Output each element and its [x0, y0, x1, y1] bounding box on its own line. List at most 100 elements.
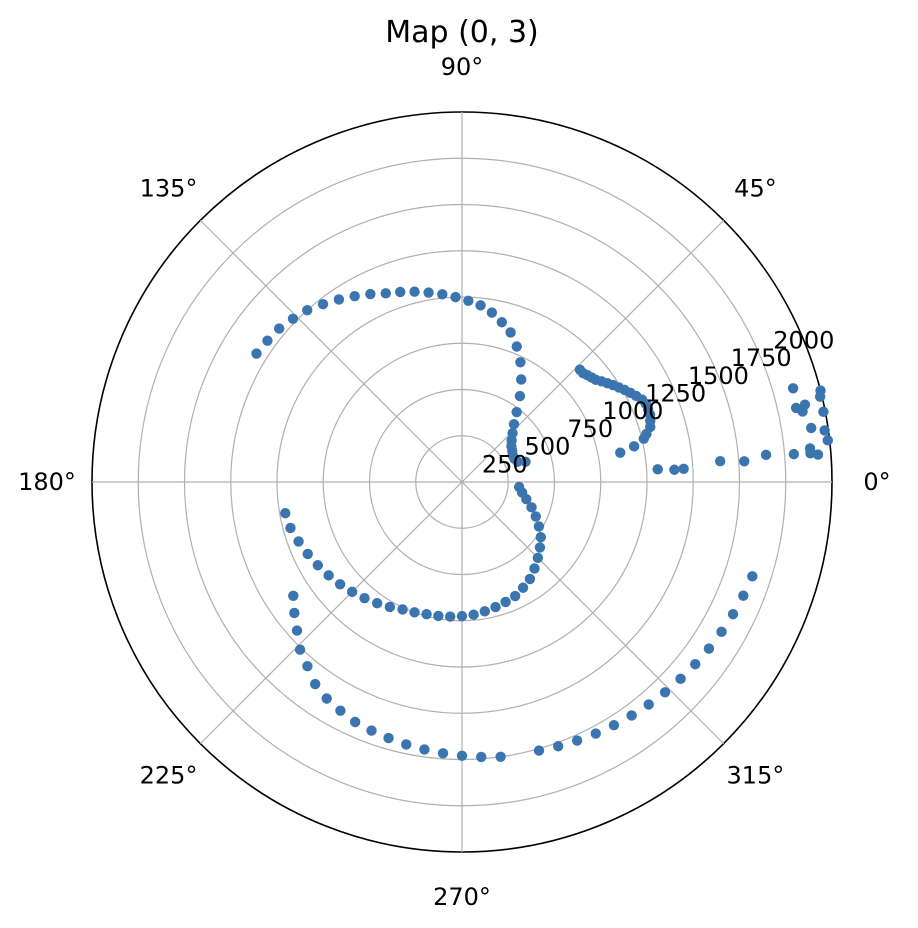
- theta-tick-label: 0°: [863, 468, 890, 496]
- data-point: [495, 751, 506, 762]
- data-point: [371, 598, 383, 609]
- data-point: [626, 710, 637, 721]
- angular-gridline: [461, 481, 725, 745]
- data-point: [475, 300, 486, 311]
- data-point: [675, 673, 686, 685]
- data-point: [490, 601, 501, 613]
- data-point: [302, 548, 313, 560]
- data-point: [380, 288, 391, 299]
- data-point: [552, 741, 564, 752]
- data-point: [294, 644, 306, 655]
- data-point: [532, 552, 544, 564]
- data-point: [262, 335, 273, 346]
- data-point: [520, 456, 531, 468]
- r-tick-label: 250: [482, 450, 528, 478]
- data-point: [289, 607, 300, 619]
- data-point: [526, 502, 537, 513]
- data-point: [291, 625, 303, 636]
- data-point: [659, 687, 671, 698]
- theta-tick-label: 90°: [441, 53, 484, 81]
- data-point: [615, 447, 626, 458]
- data-point: [323, 570, 334, 581]
- data-point: [437, 289, 448, 300]
- data-point: [423, 287, 434, 298]
- data-point: [317, 298, 329, 310]
- data-point: [534, 542, 546, 553]
- axis-labels: 0° 45° 90° 135° 180° 225° 270° 315° 250500750100…: [18, 53, 891, 911]
- data-point: [349, 716, 361, 728]
- data-point: [690, 659, 701, 670]
- data-point: [805, 422, 817, 434]
- data-point: [456, 610, 468, 622]
- r-tick-label: 1250: [645, 380, 706, 408]
- data-point: [359, 593, 370, 604]
- data-point: [433, 610, 444, 622]
- data-point: [310, 678, 321, 690]
- data-point: [505, 327, 516, 338]
- data-point: [716, 626, 727, 638]
- data-point: [574, 364, 586, 375]
- data-point: [419, 744, 430, 755]
- data-point: [799, 399, 811, 410]
- data-point: [529, 563, 540, 574]
- data-point: [738, 590, 749, 601]
- data-point: [287, 313, 299, 324]
- data-point: [822, 435, 833, 446]
- data-point: [468, 609, 479, 620]
- r-tick-label: 1750: [731, 344, 792, 372]
- data-point: [812, 449, 824, 460]
- data-point: [787, 383, 799, 394]
- data-point: [280, 507, 291, 519]
- data-point: [790, 402, 802, 414]
- data-point: [608, 719, 620, 731]
- data-point: [479, 606, 491, 617]
- data-point: [302, 661, 313, 672]
- data-point: [384, 601, 396, 613]
- data-point: [818, 406, 829, 417]
- data-point: [409, 607, 420, 618]
- data-point: [643, 699, 654, 710]
- data-point: [747, 571, 758, 582]
- data-point: [727, 608, 739, 620]
- data-point: [421, 609, 432, 620]
- theta-tick-label: 45°: [734, 175, 777, 203]
- data-point: [511, 406, 522, 418]
- data-point: [714, 456, 726, 467]
- theta-tick-label: 225°: [140, 761, 198, 789]
- data-point: [533, 521, 545, 532]
- data-point: [760, 449, 772, 461]
- data-point: [521, 494, 532, 505]
- data-point: [507, 427, 518, 439]
- r-tick-label: 1000: [602, 397, 663, 425]
- data-point: [486, 307, 498, 318]
- theta-tick-label: 180°: [18, 468, 76, 496]
- data-point: [349, 290, 360, 302]
- angular-gridline: [461, 219, 725, 483]
- data-point: [476, 751, 487, 763]
- data-point: [678, 463, 689, 475]
- data-point: [273, 323, 285, 334]
- data-point: [590, 728, 601, 739]
- data-point: [335, 705, 346, 716]
- data-point: [530, 511, 541, 522]
- data-point: [334, 579, 346, 590]
- data-point: [703, 643, 715, 654]
- data-point: [456, 750, 468, 761]
- data-point: [514, 390, 526, 402]
- data-point: [819, 425, 830, 436]
- chart-title: Map (0, 3): [385, 15, 539, 50]
- r-tick-label: 1500: [688, 362, 749, 390]
- data-point: [383, 732, 394, 744]
- data-points: [251, 286, 833, 763]
- data-point: [366, 725, 377, 736]
- data-point: [815, 385, 826, 396]
- data-point: [463, 295, 474, 307]
- data-point: [285, 522, 296, 534]
- angular-gridline: [199, 481, 463, 745]
- theta-tick-label: 270°: [433, 883, 491, 911]
- data-point: [571, 735, 583, 746]
- data-point: [445, 611, 456, 622]
- data-point: [628, 441, 640, 452]
- data-point: [524, 573, 536, 585]
